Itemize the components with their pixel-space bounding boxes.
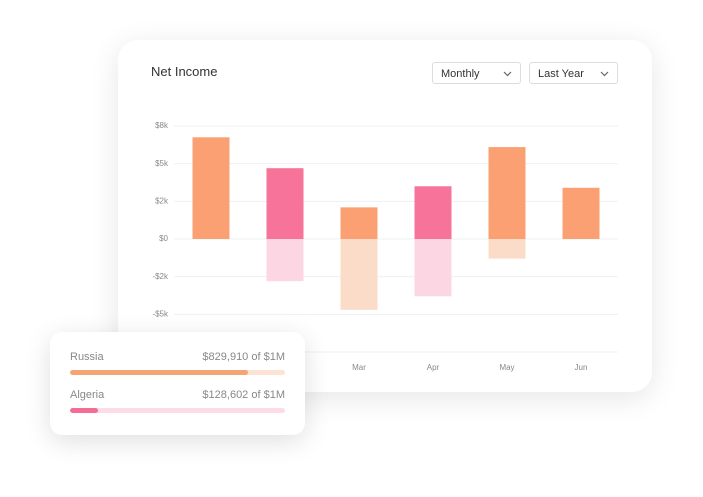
- bar: [340, 239, 378, 310]
- chevron: [503, 71, 512, 77]
- y-tick-label: $2k: [155, 196, 169, 205]
- progress-track: [70, 408, 285, 413]
- bar: [266, 239, 304, 282]
- amount-label: $829,910 of $1M: [202, 351, 285, 363]
- y-tick-label: -$2k: [152, 272, 169, 281]
- progress-fill: [70, 370, 249, 375]
- progress-row: Algeria $128,602 of $1M: [70, 389, 285, 413]
- country-label: Algeria: [70, 389, 105, 401]
- bar: [414, 186, 452, 239]
- amount-label: $128,602 of $1M: [202, 389, 285, 401]
- progress-fill: [70, 408, 98, 413]
- bar: [488, 147, 526, 239]
- y-tick-label: -$5k: [152, 309, 169, 318]
- x-tick-label: Apr: [427, 363, 440, 372]
- bar: [562, 187, 600, 239]
- bar: [488, 239, 526, 259]
- x-tick-label: Jun: [575, 363, 588, 372]
- x-tick-label: Mar: [352, 363, 366, 372]
- country-label: Russia: [70, 351, 104, 363]
- period-dropdown[interactable]: Monthly: [432, 62, 521, 84]
- y-tick-label: $8k: [155, 121, 169, 130]
- bar: [266, 168, 304, 239]
- progress-card: Russia $829,910 of $1M Algeria $128,602 of …: [50, 332, 305, 435]
- dropdown-label: Last Year: [538, 68, 584, 80]
- progress-track: [70, 370, 285, 375]
- x-tick-label: May: [499, 363, 514, 372]
- bar: [192, 137, 230, 239]
- y-tick-label: $0: [159, 234, 168, 243]
- chart-title: Net Income: [151, 64, 218, 79]
- progress-row: Russia $829,910 of $1M: [70, 351, 285, 375]
- range-dropdown[interactable]: Last Year: [529, 62, 618, 84]
- bar: [340, 207, 378, 239]
- y-tick-label: $5k: [155, 159, 169, 168]
- dropdown-label: Monthly: [441, 68, 480, 80]
- bar: [414, 239, 452, 297]
- chevron: [600, 71, 609, 77]
